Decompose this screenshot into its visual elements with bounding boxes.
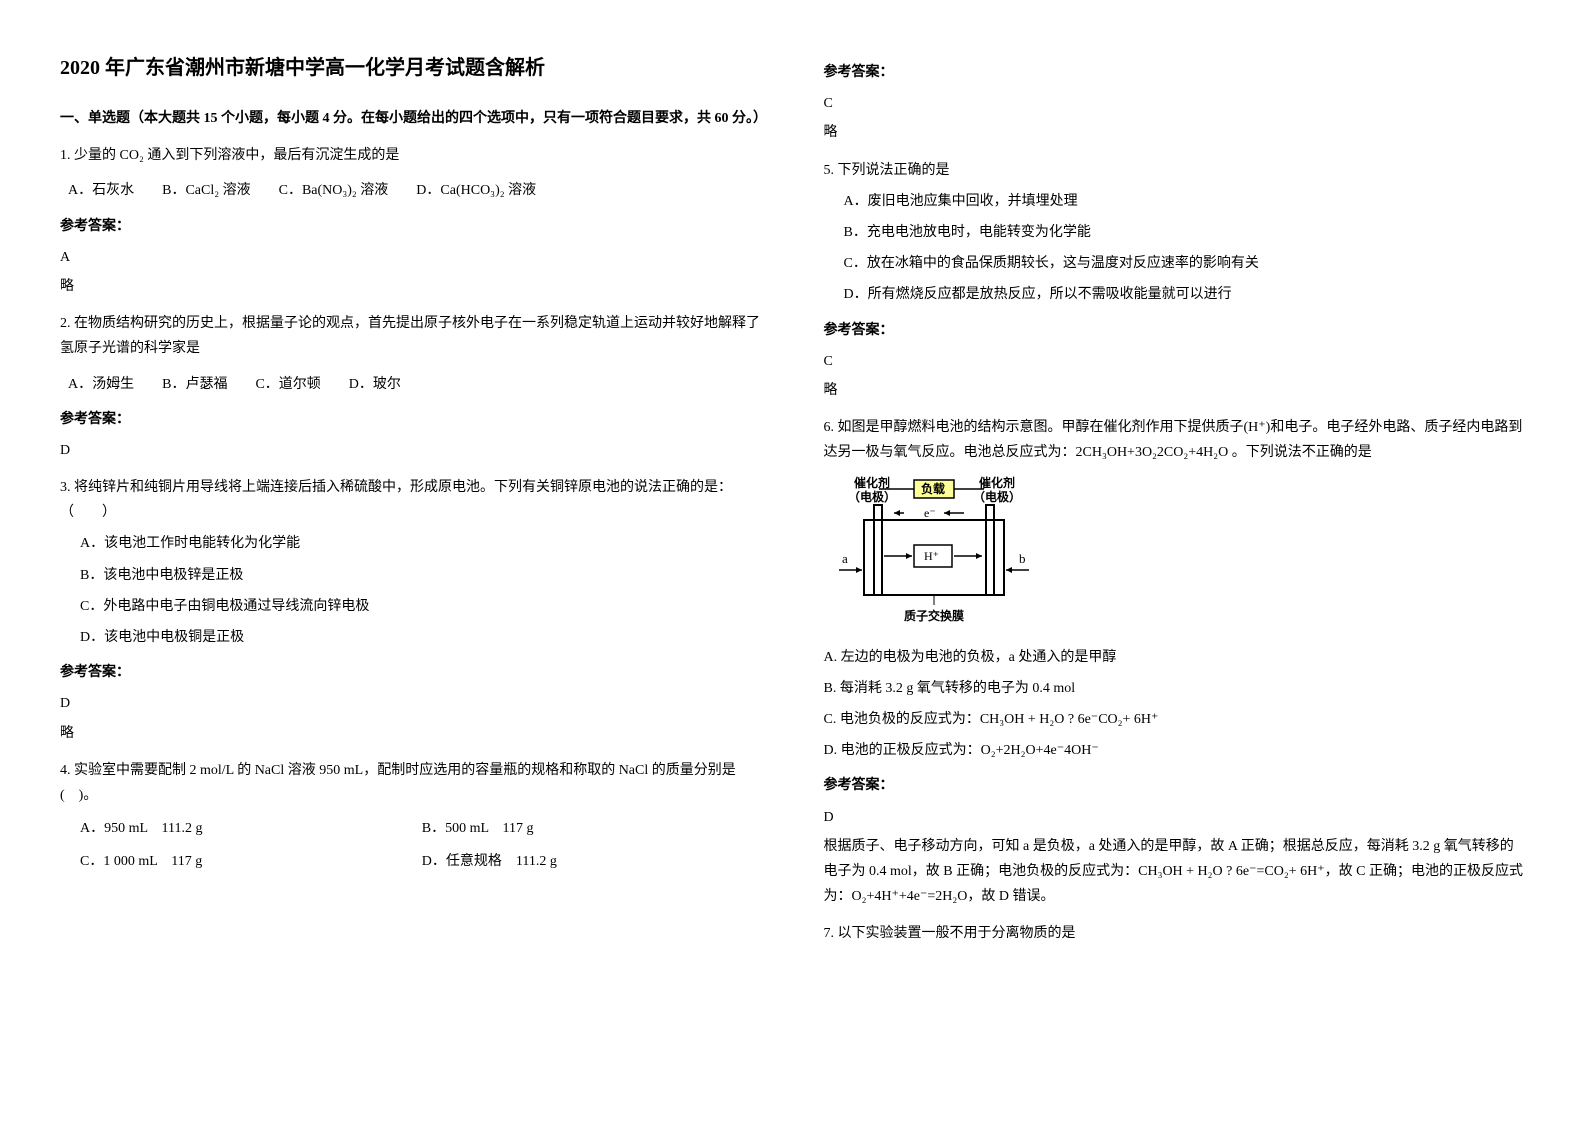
question-4-option-b: B．500 mL 117 g	[422, 816, 764, 841]
diagram-load-label: 负载	[921, 481, 945, 496]
diagram-electrode-right-label: （电极）	[973, 489, 1021, 504]
diagram-membrane-label: 质子交换膜	[904, 608, 964, 623]
question-5-stem: 5. 下列说法正确的是	[824, 158, 1528, 183]
diagram-b-label: b	[1019, 551, 1026, 566]
question-3-option-d: D．该电池中电极铜是正极	[80, 625, 764, 650]
question-6-option-b: B. 每消耗 3.2 g 氧气转移的电子为 0.4 mol	[824, 676, 1528, 701]
question-5-answer: C	[824, 349, 1528, 374]
question-4-answer-label: 参考答案：	[824, 60, 1528, 85]
diagram-a-label: a	[842, 551, 848, 566]
question-4-answer: C	[824, 91, 1528, 116]
question-3-answer-label: 参考答案：	[60, 660, 764, 685]
diagram-right-electrode	[986, 505, 994, 595]
question-5-option-a: A．废旧电池应集中回收，并填埋处理	[844, 189, 1528, 214]
question-4-option-a: A．950 mL 111.2 g	[80, 816, 422, 841]
question-6-answer: D	[824, 805, 1528, 830]
question-4-option-d: D．任意规格 111.2 g	[422, 849, 764, 874]
question-1-explanation: 略	[60, 274, 764, 299]
question-5-explanation: 略	[824, 378, 1528, 403]
document-title: 2020 年广东省潮州市新塘中学高一化学月考试题含解析	[60, 50, 764, 86]
question-5-option-c: C．放在冰箱中的食品保质期较长，这与温度对反应速率的影响有关	[844, 251, 1528, 276]
question-2-options: A．汤姆生 B．卢瑟福 C．道尔顿 D．玻尔	[68, 372, 764, 397]
question-2-answer: D	[60, 438, 764, 463]
question-4-stem: 4. 实验室中需要配制 2 mol/L 的 NaCl 溶液 950 mL，配制时…	[60, 758, 764, 808]
question-6-option-a: A. 左边的电极为电池的负极，a 处通入的是甲醇	[824, 645, 1528, 670]
diagram-catalyst-right-label: 催化剂	[979, 475, 1015, 490]
question-1-answer-label: 参考答案：	[60, 214, 764, 239]
question-5-option-b: B．充电电池放电时，电能转变为化学能	[844, 220, 1528, 245]
fuel-cell-diagram: 催化剂 （电极） 催化剂 （电极） 负载 e⁻ H⁺	[824, 475, 1528, 634]
diagram-left-electrode	[874, 505, 882, 595]
diagram-h-label: H⁺	[924, 549, 939, 563]
diagram-electron-label: e⁻	[924, 506, 936, 520]
section-1-header: 一、单选题（本大题共 15 个小题，每小题 4 分。在每小题给出的四个选项中，只…	[60, 106, 764, 131]
question-1-answer: A	[60, 245, 764, 270]
question-1-stem: 1. 少量的 CO₂ 通入到下列溶液中，最后有沉淀生成的是	[60, 143, 764, 168]
question-3-option-c: C．外电路中电子由铜电极通过导线流向锌电极	[80, 594, 764, 619]
question-5-option-d: D．所有燃烧反应都是放热反应，所以不需吸收能量就可以进行	[844, 282, 1528, 307]
question-2-answer-label: 参考答案：	[60, 407, 764, 432]
right-column: 参考答案： C 略 5. 下列说法正确的是 A．废旧电池应集中回收，并填埋处理 …	[824, 50, 1528, 1072]
question-2-stem: 2. 在物质结构研究的历史上，根据量子论的观点，首先提出原子核外电子在一系列稳定…	[60, 311, 764, 361]
question-4-option-c: C．1 000 mL 117 g	[80, 849, 422, 874]
question-3-stem: 3. 将纯锌片和纯铜片用导线将上端连接后插入稀硫酸中，形成原电池。下列有关铜锌原…	[60, 475, 764, 525]
diagram-electrode-left-label: （电极）	[848, 489, 896, 504]
left-column: 2020 年广东省潮州市新塘中学高一化学月考试题含解析 一、单选题（本大题共 1…	[60, 50, 764, 1072]
question-1-options: A．石灰水 B．CaCl₂ 溶液 C．Ba(NO₃)₂ 溶液 D．Ca(HCO₃…	[68, 178, 764, 203]
question-3-answer: D	[60, 691, 764, 716]
question-6-stem: 6. 如图是甲醇燃料电池的结构示意图。甲醇在催化剂作用下提供质子(H⁺)和电子。…	[824, 415, 1528, 465]
question-3-option-a: A．该电池工作时电能转化为化学能	[80, 531, 764, 556]
question-6-explanation: 根据质子、电子移动方向，可知 a 是负极，a 处通入的是甲醇，故 A 正确；根据…	[824, 834, 1528, 910]
question-6-answer-label: 参考答案：	[824, 773, 1528, 798]
question-4-explanation: 略	[824, 120, 1528, 145]
question-7-stem: 7. 以下实验装置一般不用于分离物质的是	[824, 921, 1528, 946]
question-6-option-c: C. 电池负极的反应式为：CH₃OH + H₂O ? 6e⁻CO₂+ 6H⁺	[824, 707, 1528, 732]
question-3-explanation: 略	[60, 721, 764, 746]
question-6-option-d: D. 电池的正极反应式为：O₂+2H₂O+4e⁻4OH⁻	[824, 738, 1528, 763]
question-5-answer-label: 参考答案：	[824, 318, 1528, 343]
diagram-catalyst-left-label: 催化剂	[854, 475, 890, 490]
question-3-option-b: B．该电池中电极锌是正极	[80, 563, 764, 588]
